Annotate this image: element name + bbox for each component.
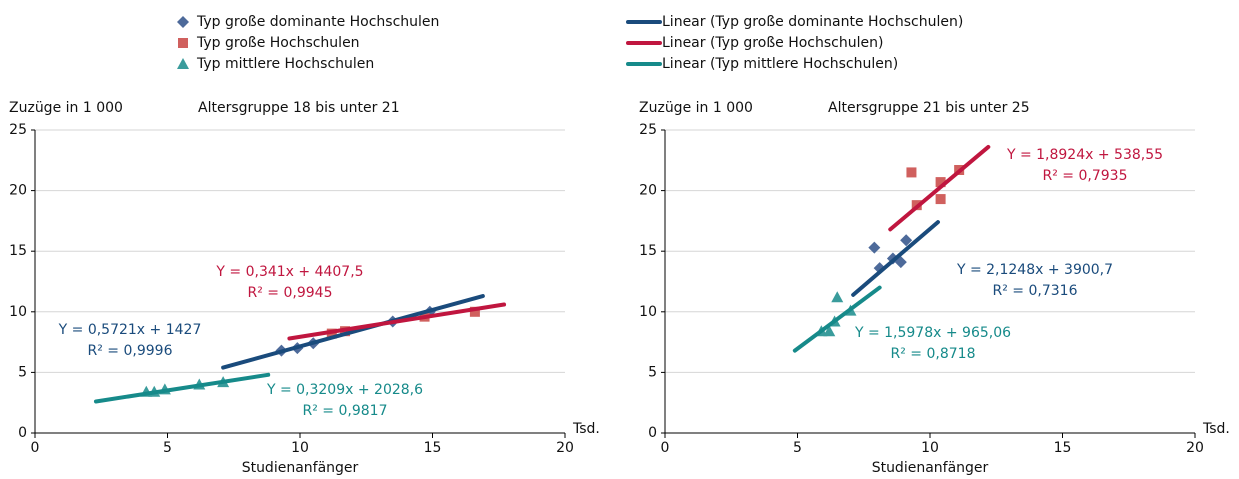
y-tick-label: 10 — [9, 304, 27, 320]
legend-marker — [177, 16, 189, 28]
annotation: Y = 0,5721x + 1427 — [58, 322, 202, 338]
trend-line — [792, 285, 882, 353]
annotation: Y = 1,8924x + 538,55 — [1006, 147, 1163, 163]
diamond-marker — [900, 234, 913, 247]
x-unit-label: Tsd. — [572, 421, 600, 437]
trend-line — [888, 144, 991, 232]
annotation: Y = 1,5978x + 965,06 — [854, 325, 1011, 341]
trend-line — [287, 302, 507, 341]
legend-label: Linear (Typ mittlere Hochschulen) — [662, 56, 898, 72]
y-tick-label: 0 — [648, 425, 657, 441]
legend-label: Linear (Typ große dominante Hochschulen) — [662, 14, 963, 30]
legend-marker — [177, 58, 189, 69]
y-tick-label: 15 — [639, 243, 657, 259]
square-marker — [935, 194, 946, 205]
y-tick-label: 20 — [9, 183, 27, 199]
y-tick-label: 25 — [639, 122, 657, 138]
x-tick-label: 5 — [163, 440, 172, 456]
legend-label: Typ mittlere Hochschulen — [196, 56, 374, 72]
square-marker — [906, 167, 917, 178]
x-tick-label: 15 — [1054, 440, 1072, 456]
x-tick-label: 10 — [291, 440, 309, 456]
x-axis-label: Studienanfänger — [872, 460, 989, 476]
annotation: R² = 0,7316 — [993, 283, 1078, 299]
x-tick-label: 5 — [793, 440, 802, 456]
x-tick-label: 20 — [1186, 440, 1204, 456]
diamond-marker — [868, 241, 881, 254]
annotation: Y = 2,1248x + 3900,7 — [956, 262, 1113, 278]
y-tick-label: 15 — [9, 243, 27, 259]
legend-label: Linear (Typ große Hochschulen) — [662, 35, 883, 51]
annotation: Y = 0,3209x + 2028,6 — [266, 382, 423, 398]
chart-title: Altersgruppe 21 bis unter 25 — [828, 100, 1030, 116]
x-tick-label: 0 — [31, 440, 40, 456]
x-tick-label: 20 — [556, 440, 574, 456]
y-axis-label: Zuzüge in 1 000 — [639, 100, 753, 116]
square-marker — [935, 177, 946, 188]
y-tick-label: 5 — [18, 364, 27, 380]
y-tick-label: 25 — [9, 122, 27, 138]
annotation: R² = 0,9817 — [303, 403, 388, 419]
annotation: R² = 0,9945 — [248, 285, 333, 301]
legend-marker — [178, 38, 188, 48]
triangle-marker — [823, 325, 836, 337]
triangle-marker — [831, 291, 844, 303]
legend-label: Typ große Hochschulen — [196, 35, 360, 51]
annotation: Y = 0,341x + 4407,5 — [215, 264, 363, 280]
annotation: R² = 0,9996 — [88, 343, 173, 359]
y-tick-label: 5 — [648, 364, 657, 380]
x-unit-label: Tsd. — [1202, 421, 1230, 437]
x-tick-label: 15 — [424, 440, 442, 456]
trend-line — [851, 220, 940, 297]
y-tick-label: 10 — [639, 304, 657, 320]
y-tick-label: 0 — [18, 425, 27, 441]
annotation: R² = 0,7935 — [1043, 168, 1128, 184]
x-axis-label: Studienanfänger — [242, 460, 359, 476]
trend-line — [221, 294, 485, 370]
annotation: R² = 0,8718 — [891, 346, 976, 362]
x-tick-label: 10 — [921, 440, 939, 456]
trend-line — [93, 372, 271, 404]
chart-title: Altersgruppe 18 bis unter 21 — [198, 100, 400, 116]
square-marker — [469, 306, 480, 317]
x-tick-label: 0 — [661, 440, 670, 456]
y-tick-label: 20 — [639, 183, 657, 199]
y-axis-label: Zuzüge in 1 000 — [9, 100, 123, 116]
legend-label: Typ große dominante Hochschulen — [196, 14, 439, 30]
